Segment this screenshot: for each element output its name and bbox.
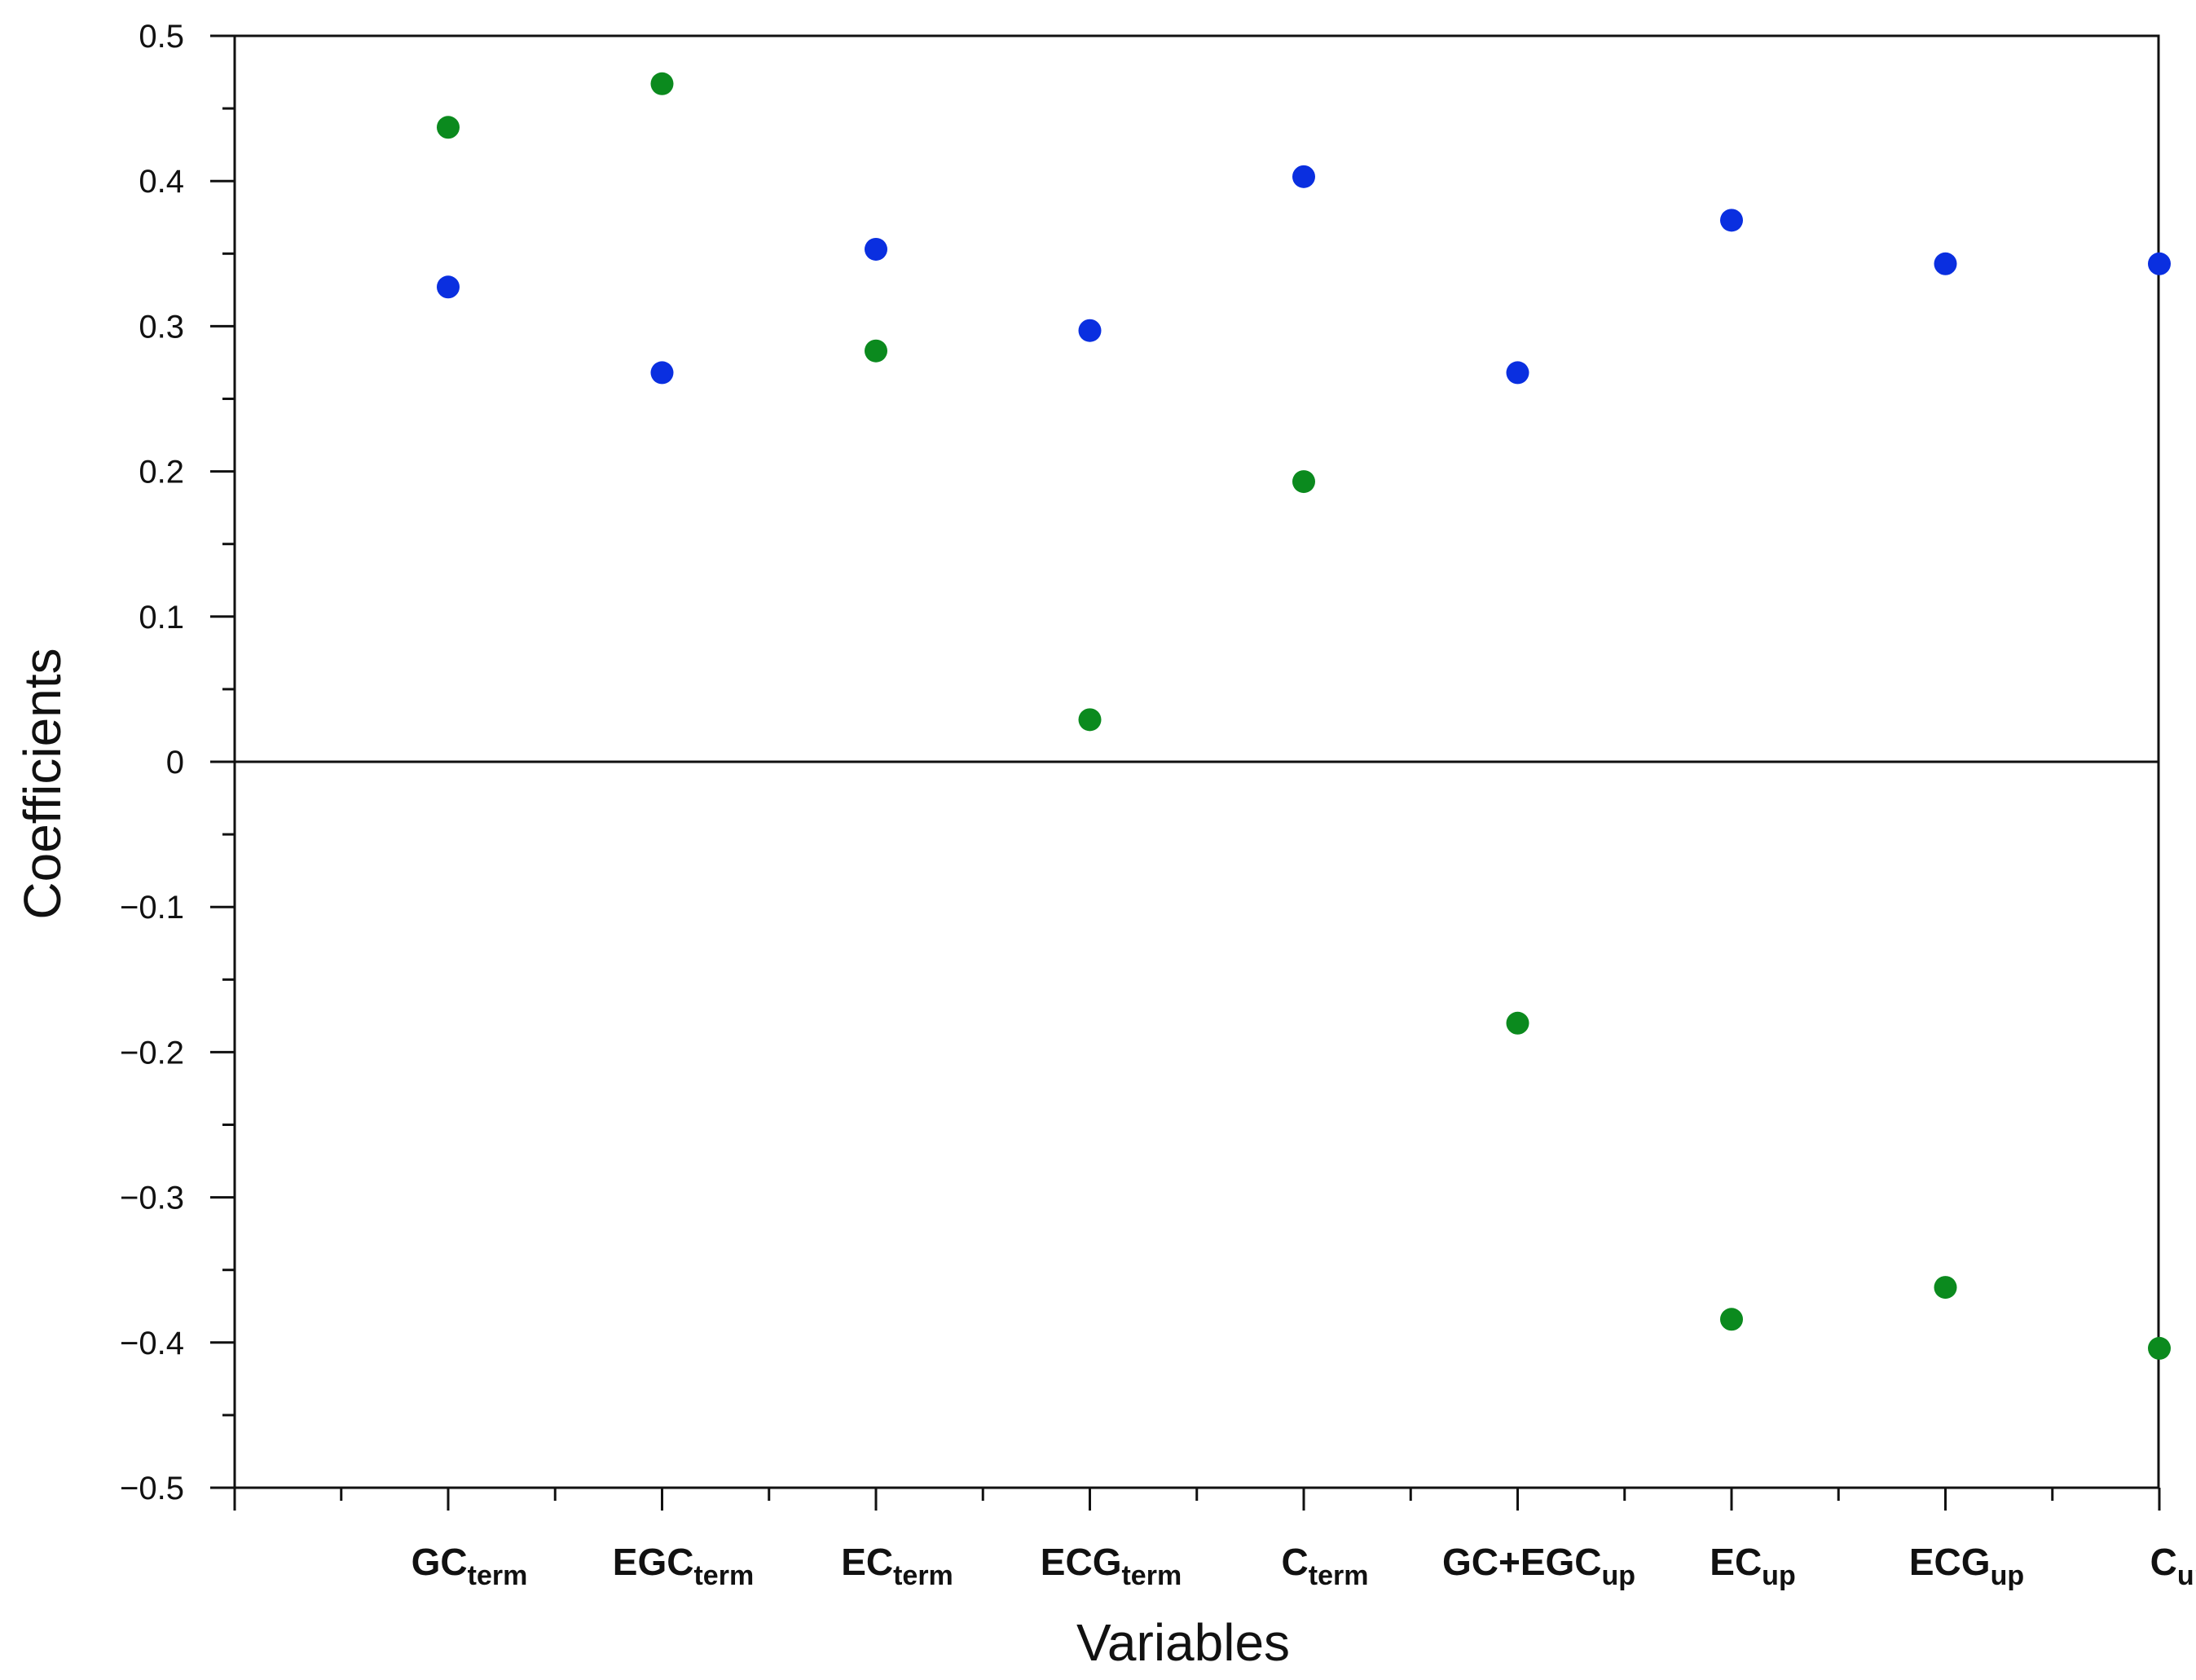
data-point [1720,1308,1743,1331]
y-axis-title: Coefficients [13,648,72,919]
data-point [1934,1276,1957,1300]
x-tick-label-subscript: term [1121,1560,1182,1591]
x-tick-label-main: EC [841,1541,893,1583]
x-tick-label: Cterm [1282,1541,1369,1591]
data-point [1506,1011,1529,1035]
x-tick-label-main: ECG [1909,1541,1991,1583]
x-tick-label-main: EC [1710,1541,1762,1583]
data-point [1078,319,1102,342]
data-point [1292,470,1315,494]
data-point [865,339,887,363]
data-point [650,361,674,385]
x-tick-label: GC+EGCup [1442,1541,1635,1591]
x-tick-label-main: C [2150,1541,2177,1583]
x-tick-label-subscript: up [2177,1560,2196,1591]
x-tick-label: ECterm [841,1541,953,1591]
data-point [865,237,887,261]
y-tick-label: −0.4 [120,1326,184,1361]
x-axis: GCterm EGCterm ECterm ECGterm Cterm GC+EGCup E… [233,1488,2196,1591]
y-tick-label: 0.3 [139,309,184,345]
x-axis-title: Variables [1076,1613,1290,1672]
x-tick-label-main: GC+EGC [1442,1541,1602,1583]
y-tick-label: −0.3 [120,1181,184,1216]
data-point [437,275,460,299]
x-tick-label-main: EGC [613,1541,694,1583]
y-tick-label: 0.4 [139,164,184,200]
x-tick-label-main: C [1282,1541,1309,1583]
y-axis: 0.5 0.4 0.3 0.2 0.1 0 −0.1 −0.2 −0.3 −0.4 −0.5 [120,19,235,1506]
y-tick-label: 0.1 [139,600,184,635]
data-point [1720,209,1743,232]
data-point [2148,252,2171,275]
y-tick-label: 0.5 [139,19,184,55]
data-point [650,72,674,95]
x-tick-label-subscript: up [1991,1560,2025,1591]
x-tick-label: ECGterm [1041,1541,1182,1591]
data-points [437,72,2171,1360]
x-tick-label-subscript: up [1762,1560,1796,1591]
y-tick-label: −0.2 [120,1035,184,1071]
x-tick-label-subscript: term [893,1560,953,1591]
x-tick-label-subscript: term [1309,1560,1369,1591]
data-point [437,116,460,139]
x-tick-label-subscript: term [693,1560,754,1591]
x-tick-label: ECGup [1909,1541,2024,1591]
data-point [2148,1336,2171,1360]
data-point [1078,708,1102,732]
x-tick-label-subscript: term [468,1560,528,1591]
data-point [1506,361,1529,385]
data-point [1934,252,1957,275]
x-tick-label: GCterm [411,1541,528,1591]
x-tick-label: EGCterm [613,1541,754,1591]
x-tick-label-main: ECG [1041,1541,1122,1583]
y-tick-label: 0 [166,745,184,781]
x-tick-label-main: GC [411,1541,468,1583]
x-tick-label: Cup [2150,1541,2196,1591]
y-tick-label: 0.2 [139,455,184,490]
y-tick-label: −0.1 [120,890,184,926]
x-tick-label: ECup [1710,1541,1795,1591]
x-tick-label-subscript: up [1602,1560,1636,1591]
data-point [1292,165,1315,188]
y-tick-label: −0.5 [120,1471,184,1506]
